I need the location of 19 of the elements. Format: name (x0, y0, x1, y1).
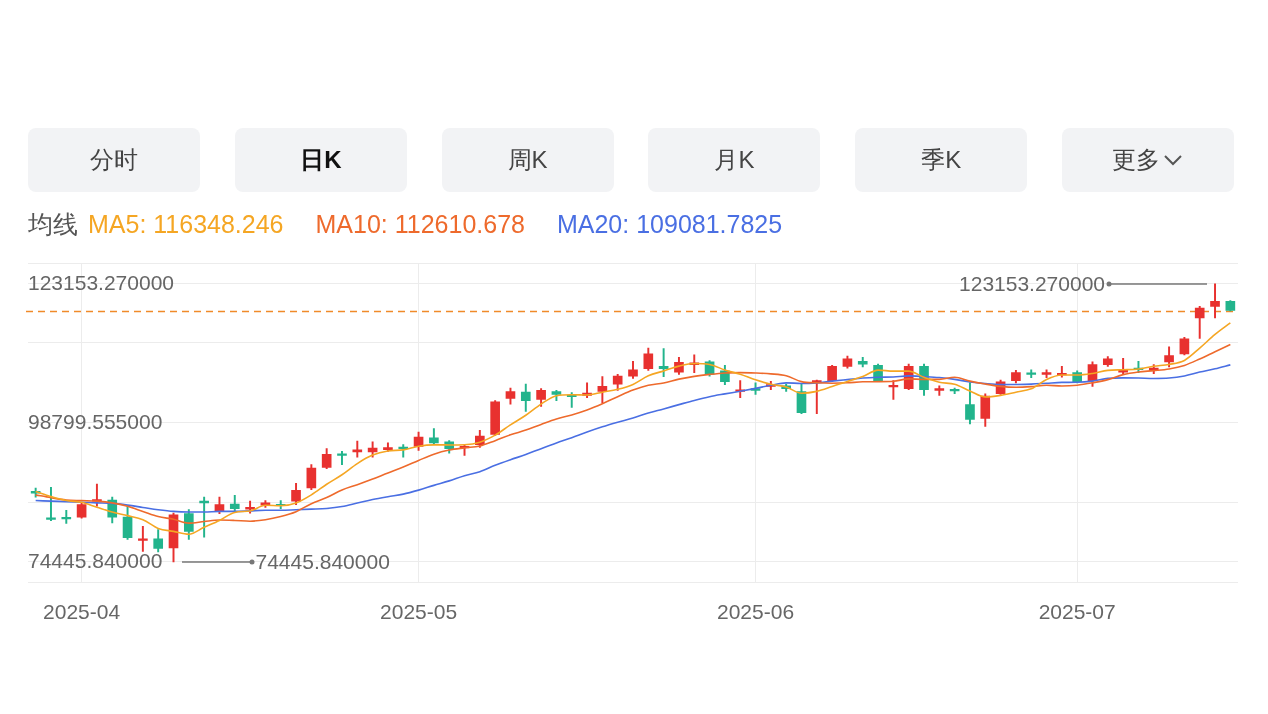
text: 月K (714, 145, 755, 175)
y-tick-label: 123153.270000 (28, 270, 174, 294)
x-tick-label: 2025-07 (1038, 600, 1116, 624)
x-tick-label: 2025-04 (43, 600, 121, 624)
text: 季K (921, 145, 962, 175)
y-tick-label: 98799.555000 (28, 409, 163, 433)
annotation: 74445.840000 (255, 549, 390, 574)
text: MA20: 109081.7825 (556, 210, 783, 238)
legend-title: 均线 (28, 210, 78, 238)
text: MA5: 116348.246 (88, 210, 284, 238)
x-tick-label: 2025-05 (380, 600, 458, 624)
y-tick-label: 74445.840000 (28, 548, 163, 572)
x-tick-label: 2025-06 (716, 600, 795, 624)
text: 周K (507, 145, 548, 175)
text: 日K (300, 145, 342, 175)
text: MA10: 112610.678 (315, 210, 525, 238)
annotation: 123153.270000 (959, 271, 1106, 296)
text: 分时 (90, 145, 138, 175)
text: 更多 (1112, 145, 1161, 175)
